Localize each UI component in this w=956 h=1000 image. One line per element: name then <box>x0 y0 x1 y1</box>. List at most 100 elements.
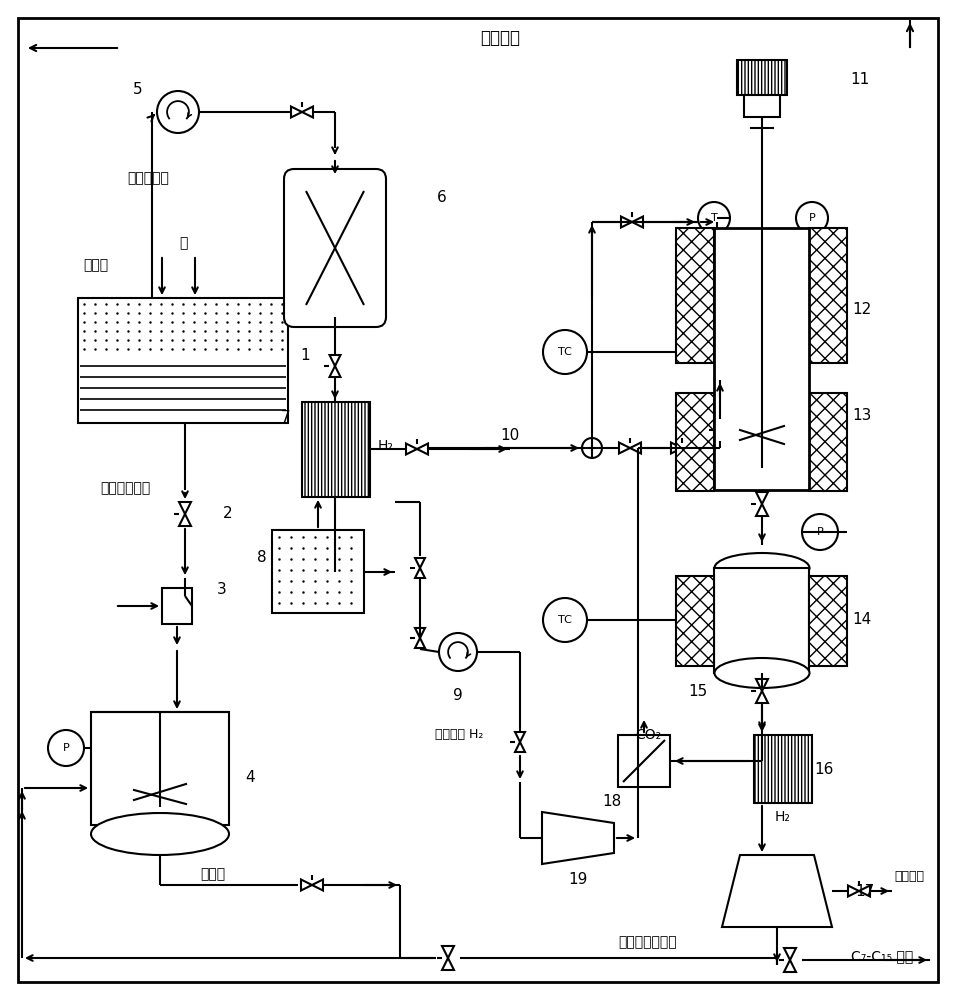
Bar <box>810 228 848 363</box>
Bar <box>677 393 714 491</box>
Text: 2: 2 <box>223 506 233 522</box>
Text: 16: 16 <box>815 762 834 776</box>
Polygon shape <box>330 366 340 377</box>
Text: 19: 19 <box>568 872 588 888</box>
Text: 呋喃类: 呋喃类 <box>200 867 225 881</box>
Polygon shape <box>756 679 768 691</box>
Ellipse shape <box>714 658 810 688</box>
Text: 5: 5 <box>133 83 142 98</box>
Bar <box>91 712 229 825</box>
Circle shape <box>582 438 602 458</box>
Circle shape <box>698 202 730 234</box>
Ellipse shape <box>714 553 810 583</box>
Polygon shape <box>714 430 726 441</box>
Polygon shape <box>330 355 340 366</box>
Polygon shape <box>784 960 796 972</box>
Polygon shape <box>291 106 302 117</box>
Circle shape <box>48 730 84 766</box>
Text: 9: 9 <box>453 688 463 702</box>
FancyBboxPatch shape <box>284 169 386 327</box>
Polygon shape <box>415 628 425 638</box>
Text: 10: 10 <box>500 428 520 442</box>
Circle shape <box>439 633 477 671</box>
Text: P: P <box>63 743 70 753</box>
Polygon shape <box>415 638 425 648</box>
Polygon shape <box>784 948 796 960</box>
Polygon shape <box>756 492 768 504</box>
Text: 13: 13 <box>853 408 872 422</box>
Ellipse shape <box>91 813 229 855</box>
Text: 12: 12 <box>853 302 872 318</box>
Polygon shape <box>848 886 859 896</box>
Polygon shape <box>756 691 768 703</box>
Polygon shape <box>515 742 525 752</box>
Polygon shape <box>312 880 323 890</box>
Text: 生物油: 生物油 <box>83 258 109 272</box>
Polygon shape <box>621 217 632 228</box>
Bar <box>744 95 780 117</box>
Polygon shape <box>515 732 525 742</box>
Text: 8: 8 <box>257 550 267 566</box>
Polygon shape <box>542 812 614 864</box>
Polygon shape <box>630 442 641 454</box>
Polygon shape <box>302 106 313 117</box>
Bar <box>714 228 810 490</box>
Text: 非水溶性组分: 非水溶性组分 <box>100 481 150 495</box>
Circle shape <box>796 202 828 234</box>
Text: TC: TC <box>558 615 572 625</box>
Polygon shape <box>179 514 191 526</box>
Polygon shape <box>859 886 870 896</box>
Circle shape <box>543 330 587 374</box>
Text: C₇-C₁₅ 烃烃: C₇-C₁₅ 烃烃 <box>851 949 913 963</box>
Text: 14: 14 <box>853 612 872 628</box>
Text: 4: 4 <box>245 770 255 786</box>
Bar <box>737 60 787 95</box>
Bar <box>810 393 848 491</box>
Circle shape <box>802 514 838 550</box>
Text: 6: 6 <box>437 190 446 206</box>
Text: 18: 18 <box>602 794 621 810</box>
Polygon shape <box>415 558 425 568</box>
Bar <box>677 576 714 666</box>
Polygon shape <box>301 880 312 890</box>
Text: 溶剂回流: 溶剂回流 <box>480 29 520 47</box>
Bar <box>714 568 810 673</box>
Bar <box>272 530 364 613</box>
Polygon shape <box>406 444 417 454</box>
Circle shape <box>543 598 587 642</box>
Bar <box>302 402 370 497</box>
Polygon shape <box>417 444 428 454</box>
Text: T: T <box>710 213 717 223</box>
Polygon shape <box>714 419 726 430</box>
Text: P: P <box>816 527 823 537</box>
Bar <box>754 735 812 803</box>
Bar <box>78 298 288 423</box>
Polygon shape <box>415 568 425 578</box>
Bar <box>162 588 192 624</box>
Text: P: P <box>809 213 815 223</box>
Text: CO₂: CO₂ <box>635 728 661 742</box>
Polygon shape <box>619 442 630 454</box>
Bar <box>810 576 848 666</box>
Text: 废液、废渣回收: 废液、废渣回收 <box>619 935 677 949</box>
Text: 17: 17 <box>856 884 875 898</box>
Text: 11: 11 <box>851 73 870 88</box>
Bar <box>618 735 670 787</box>
Text: TC: TC <box>558 347 572 357</box>
Polygon shape <box>179 502 191 514</box>
Text: H₂: H₂ <box>378 439 394 453</box>
Text: H₂: H₂ <box>775 810 791 824</box>
Text: 3: 3 <box>217 582 227 597</box>
Circle shape <box>157 91 199 133</box>
Polygon shape <box>632 217 643 228</box>
Text: 水溶性组分: 水溶性组分 <box>127 171 169 185</box>
Polygon shape <box>671 442 682 454</box>
Text: 15: 15 <box>688 684 707 698</box>
Text: 溶剂回流: 溶剂回流 <box>894 870 924 884</box>
Bar <box>677 228 714 363</box>
Text: 辅助供给 H₂: 辅助供给 H₂ <box>435 728 484 742</box>
Polygon shape <box>442 958 454 970</box>
Polygon shape <box>756 504 768 516</box>
Text: 7: 7 <box>281 410 291 426</box>
Polygon shape <box>442 946 454 958</box>
